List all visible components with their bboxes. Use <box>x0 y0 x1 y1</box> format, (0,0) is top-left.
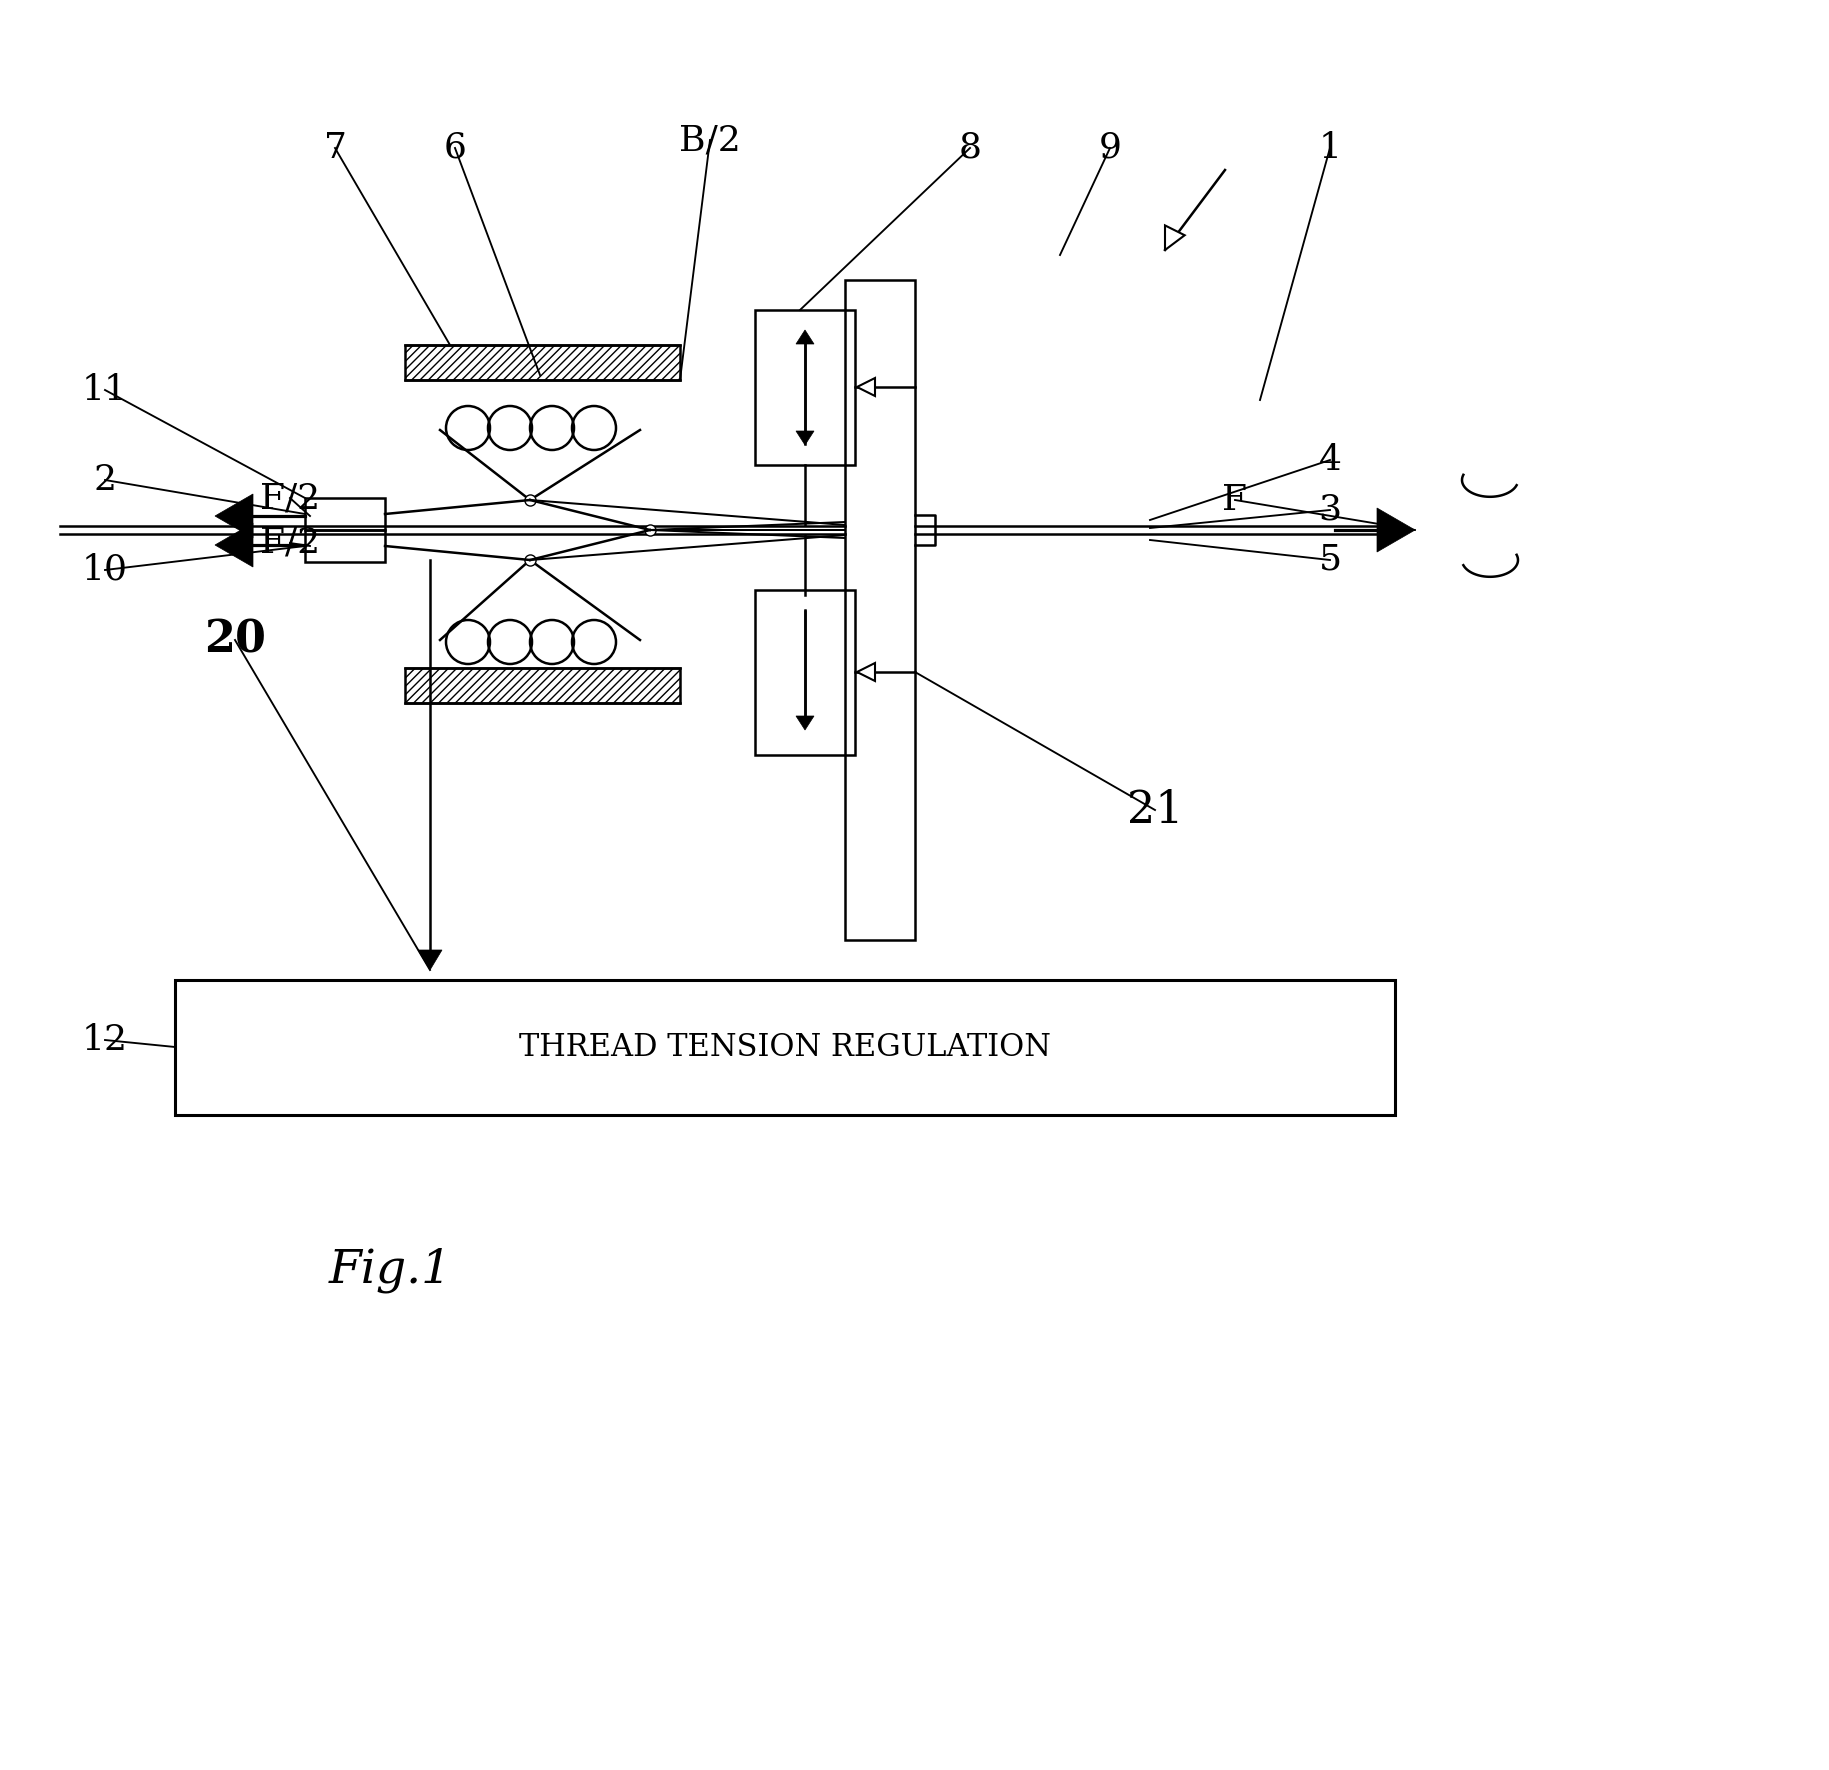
Polygon shape <box>796 329 814 343</box>
Polygon shape <box>419 950 443 970</box>
Bar <box>755 589 854 756</box>
Text: 1: 1 <box>1319 131 1341 165</box>
Polygon shape <box>858 664 874 681</box>
Bar <box>845 280 914 940</box>
Text: F/2: F/2 <box>260 481 320 515</box>
Polygon shape <box>858 379 874 396</box>
Polygon shape <box>1377 508 1416 552</box>
Text: 5: 5 <box>1319 543 1341 577</box>
Text: F/2: F/2 <box>260 526 320 559</box>
Text: 7: 7 <box>324 131 346 165</box>
Text: 9: 9 <box>1099 131 1121 165</box>
Text: 4: 4 <box>1319 442 1341 476</box>
Text: 8: 8 <box>958 131 982 165</box>
Text: F: F <box>1222 483 1247 517</box>
Bar <box>404 667 680 703</box>
Bar <box>305 529 384 563</box>
Polygon shape <box>1165 225 1185 250</box>
Text: 2: 2 <box>93 464 117 497</box>
Text: B/2: B/2 <box>679 122 741 158</box>
Text: 12: 12 <box>82 1023 128 1057</box>
Text: 21: 21 <box>1127 788 1183 832</box>
Text: 10: 10 <box>82 552 128 588</box>
Polygon shape <box>216 522 252 566</box>
Text: 3: 3 <box>1319 494 1341 527</box>
Text: Fig.1: Fig.1 <box>329 1248 452 1292</box>
Text: THREAD TENSION REGULATION: THREAD TENSION REGULATION <box>519 1032 1052 1064</box>
Text: 11: 11 <box>82 373 128 407</box>
Bar <box>305 497 384 529</box>
Polygon shape <box>796 717 814 729</box>
Polygon shape <box>216 494 252 538</box>
Text: 20: 20 <box>205 618 265 662</box>
Polygon shape <box>796 432 814 444</box>
Bar <box>176 981 1396 1115</box>
Bar <box>755 310 854 466</box>
Text: 6: 6 <box>444 131 466 165</box>
Bar <box>404 345 680 381</box>
